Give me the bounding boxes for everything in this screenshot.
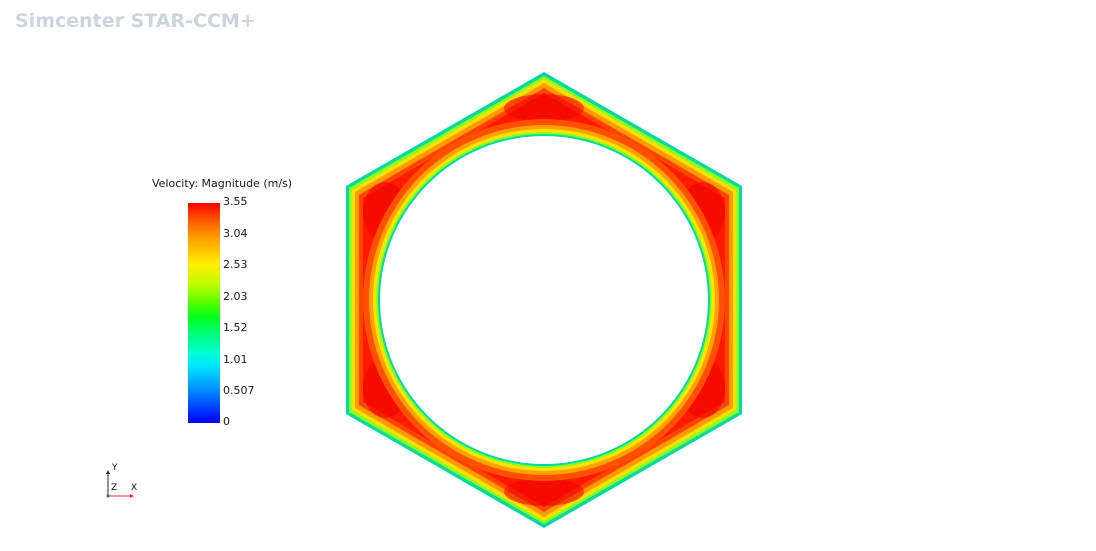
- legend-colorbar[interactable]: [188, 203, 220, 423]
- inner-hole: [380, 136, 708, 464]
- legend-tick: 3.04: [223, 227, 248, 240]
- legend-tick: 1.52: [223, 321, 248, 334]
- axes-triad-icon: [106, 470, 134, 498]
- axis-x-label: X: [131, 483, 138, 493]
- axis-y-label: Y: [112, 463, 118, 473]
- axis-z-label: Z: [111, 483, 118, 493]
- legend-tick: 0.507: [223, 384, 255, 397]
- legend-tick: 1.01: [223, 353, 248, 366]
- legend-tick: 2.03: [223, 290, 248, 303]
- legend-tick: 0: [223, 415, 230, 428]
- app-watermark: Simcenter STAR-CCM+: [15, 10, 256, 32]
- hex-duct[interactable]: [346, 72, 742, 528]
- legend-tick: 2.53: [223, 258, 248, 271]
- legend-title: Velocity: Magnitude (m/s): [152, 177, 293, 190]
- legend-tick: 3.55: [223, 195, 248, 208]
- axes-triad[interactable]: Y Z X: [100, 460, 145, 505]
